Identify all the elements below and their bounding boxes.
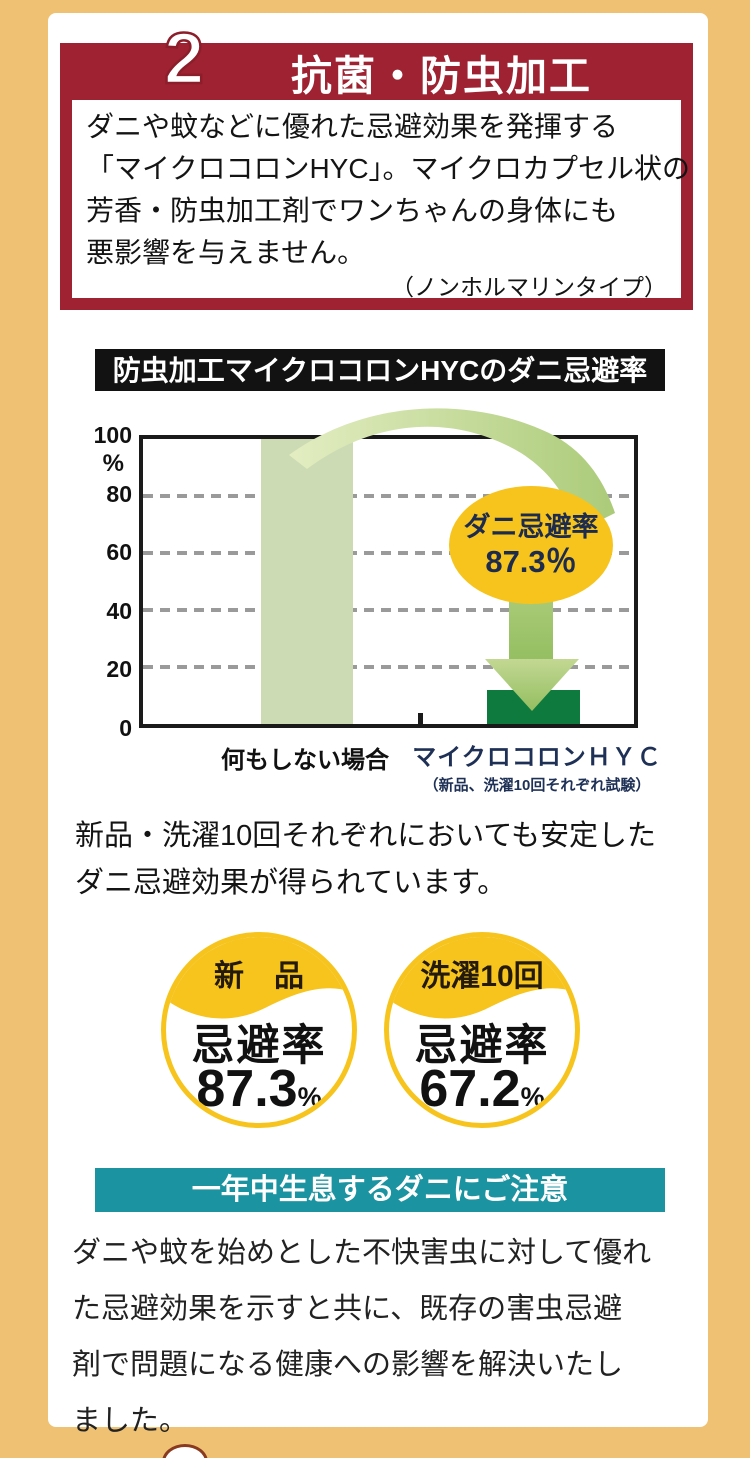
section-body-line: 芳香・防虫加工剤でワンちゃんの身体にも [86,195,619,226]
bubble-value: 87.3％ [485,544,577,579]
content-panel: 2 抗菌・防虫加工 ダニや蚊などに優れた忌避効果を発揮する 「マイクロコロンHY… [48,13,708,1437]
caution-title-bar: 一年中生息するダニにご注意 [95,1168,665,1212]
badge-wave-shape [166,937,352,1019]
x-label-untreated: 何もしない場合 [221,747,389,774]
section-body-box: ダニや蚊などに優れた忌避効果を発揮する 「マイクロコロンHYC」。マイクロカプセ… [72,100,690,300]
x-label-test-note: （新品、洗濯10回それぞれ試験） [423,777,651,794]
x-label-treated: マイクロコロンＨＹＣ （新品、洗濯10回それぞれ試験） [402,737,672,795]
caution-line: た忌避効果を示すと共に、既存の害虫忌避 [72,1293,623,1325]
badge-washed-10: 洗濯10回 忌避率 67.2% [384,932,580,1128]
bubble-label: ダニ忌避率 [463,512,599,542]
section-title: 抗菌・防虫加工 [291,53,592,99]
badge-value: 87.3% [196,1060,322,1118]
badge-new-product: 新 品 忌避率 87.3% [161,932,357,1128]
section-body-line: 「マイクロコロンHYC」。マイクロカプセル状の [86,153,690,184]
badge-sub-label: 忌避率 [191,1022,327,1070]
result-text: 新品・洗濯10回それぞれにおいても安定した ダニ忌避効果が得られています。 [75,813,700,907]
badge-value: 67.2% [419,1060,545,1118]
bar-untreated [261,439,353,724]
caution-line: 剤で問題になる健康への影響を解決いたし [72,1349,624,1381]
caution-line: ました。 [72,1405,189,1437]
x-axis-tick [418,713,423,724]
badge-label: 新 品 [214,960,304,993]
repellency-bubble: ダニ忌避率 87.3％ [449,486,613,604]
section-note: （ノンホルマリンタイプ） [391,274,667,300]
result-line: ダニ忌避効果が得られています。 [75,867,507,899]
section-body-line: ダニや蚊などに優れた忌避効果を発揮する [86,111,619,142]
chart-title-bar: 防虫加工マイクロコロンHYCのダニ忌避率 [95,349,665,391]
y-axis-unit: % [102,450,124,477]
badge-unit: % [520,1082,545,1112]
badge-sub-label: 忌避率 [414,1022,550,1070]
caution-text: ダニや蚊を始めとした不快害虫に対して優れ た忌避効果を示すと共に、既存の害虫忌避… [72,1225,704,1449]
badge-wave-shape [389,937,575,1019]
badge-label: 洗濯10回 [420,960,544,993]
x-label-treated-name: マイクロコロンＨＹＣ [412,744,662,771]
caution-line: ダニや蚊を始めとした不快害虫に対して優れ [72,1237,652,1269]
result-line: 新品・洗濯10回それぞれにおいても安定した [75,820,656,852]
section-body-line: 悪影響を与えません。 [86,237,366,268]
section-number: 2 [163,19,206,99]
y-axis-ticks: 0 20 40 60 80 100 [93,422,132,741]
section-antibacterial: 2 抗菌・防虫加工 ダニや蚊などに優れた忌避効果を発揮する 「マイクロコロンHY… [60,22,693,310]
badge-unit: % [297,1082,322,1112]
